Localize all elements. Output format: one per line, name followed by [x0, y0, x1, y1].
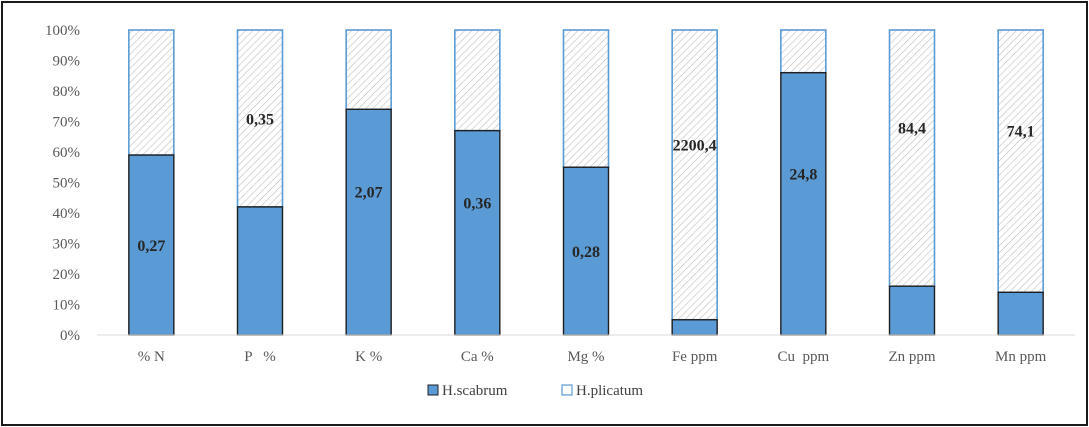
- bar-segment-h-plicatum: [345, 29, 392, 111]
- data-label: 0,35: [246, 111, 274, 128]
- bar-segment-h-scabrum: [671, 319, 718, 336]
- y-tick-label: 50%: [53, 176, 81, 192]
- x-tick-label: Mn ppm: [995, 349, 1047, 365]
- bars-group: [128, 29, 1044, 336]
- legend-swatch-h-scabrum: [427, 384, 439, 396]
- data-label: 2200,4: [673, 137, 717, 154]
- bar-segment-h-scabrum: [236, 206, 284, 336]
- x-tick-label: Cu ppm: [777, 349, 829, 365]
- x-tick-label: Ca %: [461, 349, 494, 365]
- data-label: 74,1: [1007, 124, 1035, 141]
- bar-segment-h-scabrum: [997, 291, 1044, 336]
- x-tick-label: Mg %: [567, 349, 604, 365]
- bar-segment-h-plicatum: [562, 29, 610, 169]
- y-tick-label: 40%: [53, 206, 81, 222]
- data-label: 84,4: [898, 121, 926, 138]
- bar-segment-h-scabrum: [562, 166, 610, 336]
- x-tick-label: P %: [244, 349, 276, 365]
- bar-segment-h-scabrum: [888, 285, 936, 336]
- y-axis: 0% 10% 20% 30% 40% 50% 60% 70% 80% 90% 100%: [45, 23, 80, 344]
- y-tick-label: 90%: [53, 54, 81, 70]
- data-label: 0,28: [572, 244, 600, 261]
- bar-segment-h-plicatum: [997, 29, 1044, 294]
- bar-segment-h-plicatum: [888, 29, 936, 288]
- y-tick-label: 80%: [53, 84, 81, 100]
- legend-label-h-scabrum: H.scabrum: [442, 383, 508, 399]
- y-tick-label: 30%: [53, 237, 81, 253]
- data-label: 0,27: [137, 238, 165, 255]
- data-label: 24,8: [789, 166, 817, 183]
- x-tick-label: Fe ppm: [672, 349, 718, 365]
- legend: H.scabrum H.plicatum: [427, 383, 643, 399]
- data-label: 0,36: [463, 195, 491, 212]
- legend-swatch-h-plicatum: [561, 384, 573, 396]
- bar-segment-h-plicatum: [128, 29, 175, 156]
- data-labels-group: 0,27 0,35 2,07 0,36 0,28 2200,4 24,8 84,4 74,1: [137, 111, 1034, 261]
- bar-segment-h-scabrum: [454, 129, 501, 336]
- bar-segment-h-scabrum: [780, 71, 827, 336]
- y-tick-label: 10%: [53, 298, 81, 314]
- y-tick-label: 70%: [53, 115, 81, 131]
- bar-segment-h-plicatum: [780, 29, 827, 74]
- x-tick-label: K %: [355, 349, 382, 365]
- bar-segment-h-scabrum: [128, 154, 175, 336]
- x-axis: % N P % K % Ca % Mg % Fe ppm Cu ppm Zn ppm Mn pp…: [97, 334, 1075, 365]
- bar-segment-h-scabrum: [345, 108, 392, 336]
- x-tick-label: % N: [138, 349, 165, 365]
- y-tick-label: 0%: [60, 328, 80, 344]
- y-tick-label: 60%: [53, 145, 81, 161]
- y-tick-label: 100%: [45, 23, 80, 39]
- bar-segment-h-plicatum: [454, 29, 501, 132]
- y-tick-label: 20%: [53, 267, 81, 283]
- legend-label-h-plicatum: H.plicatum: [576, 383, 643, 399]
- data-label: 2,07: [355, 185, 383, 202]
- x-tick-label: Zn ppm: [888, 349, 935, 365]
- bar-segment-h-plicatum: [671, 29, 718, 321]
